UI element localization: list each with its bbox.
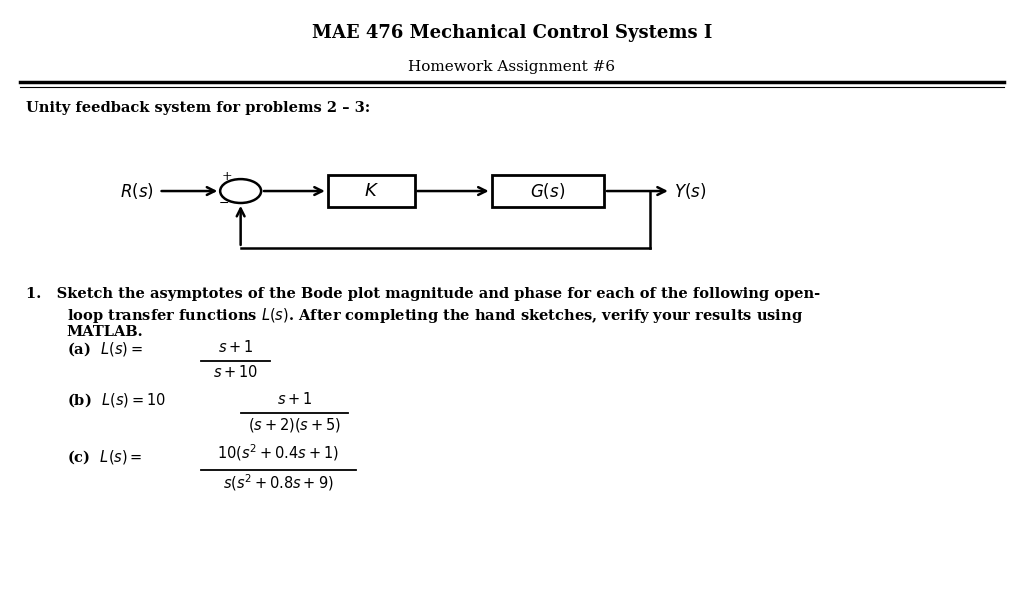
Text: $\mathit{R(s)}$: $\mathit{R(s)}$	[120, 181, 154, 201]
Text: $s(s^2+0.8s+9)$: $s(s^2+0.8s+9)$	[223, 472, 334, 493]
Text: $10(s^2+0.4s+1)$: $10(s^2+0.4s+1)$	[217, 442, 340, 463]
Text: MATLAB.: MATLAB.	[67, 325, 143, 338]
Bar	[328, 174, 415, 207]
Text: $\mathit{G(s)}$: $\mathit{G(s)}$	[530, 181, 565, 201]
Text: MAE 476 Mechanical Control Systems I: MAE 476 Mechanical Control Systems I	[312, 24, 712, 42]
Text: Homework Assignment #6: Homework Assignment #6	[409, 60, 615, 73]
Text: $s+1$: $s+1$	[218, 338, 253, 355]
Text: $(s+2)(s+5)$: $(s+2)(s+5)$	[248, 416, 341, 433]
Text: loop transfer functions $\mathit{L(s)}$. After completing the hand sketches, ver: loop transfer functions $\mathit{L(s)}$.…	[67, 306, 803, 325]
Text: −: −	[219, 197, 229, 210]
Text: $\mathit{Y(s)}$: $\mathit{Y(s)}$	[674, 181, 707, 201]
Text: (a)  $\mathit{L(s)}=$: (a) $\mathit{L(s)}=$	[67, 340, 142, 358]
Text: +: +	[222, 170, 232, 183]
Text: $\mathit{K}$: $\mathit{K}$	[364, 182, 379, 200]
Text: $s+1$: $s+1$	[276, 390, 312, 407]
Text: $s+10$: $s+10$	[213, 364, 258, 380]
Bar	[492, 174, 604, 207]
Text: (c)  $\mathit{L(s)}=$: (c) $\mathit{L(s)}=$	[67, 448, 142, 466]
Text: Unity feedback system for problems 2 – 3:: Unity feedback system for problems 2 – 3…	[26, 101, 370, 115]
Text: (b)  $\mathit{L(s)}=10$: (b) $\mathit{L(s)}=10$	[67, 391, 166, 409]
Text: 1.   Sketch the asymptotes of the Bode plot magnitude and phase for each of the : 1. Sketch the asymptotes of the Bode plo…	[26, 287, 820, 300]
